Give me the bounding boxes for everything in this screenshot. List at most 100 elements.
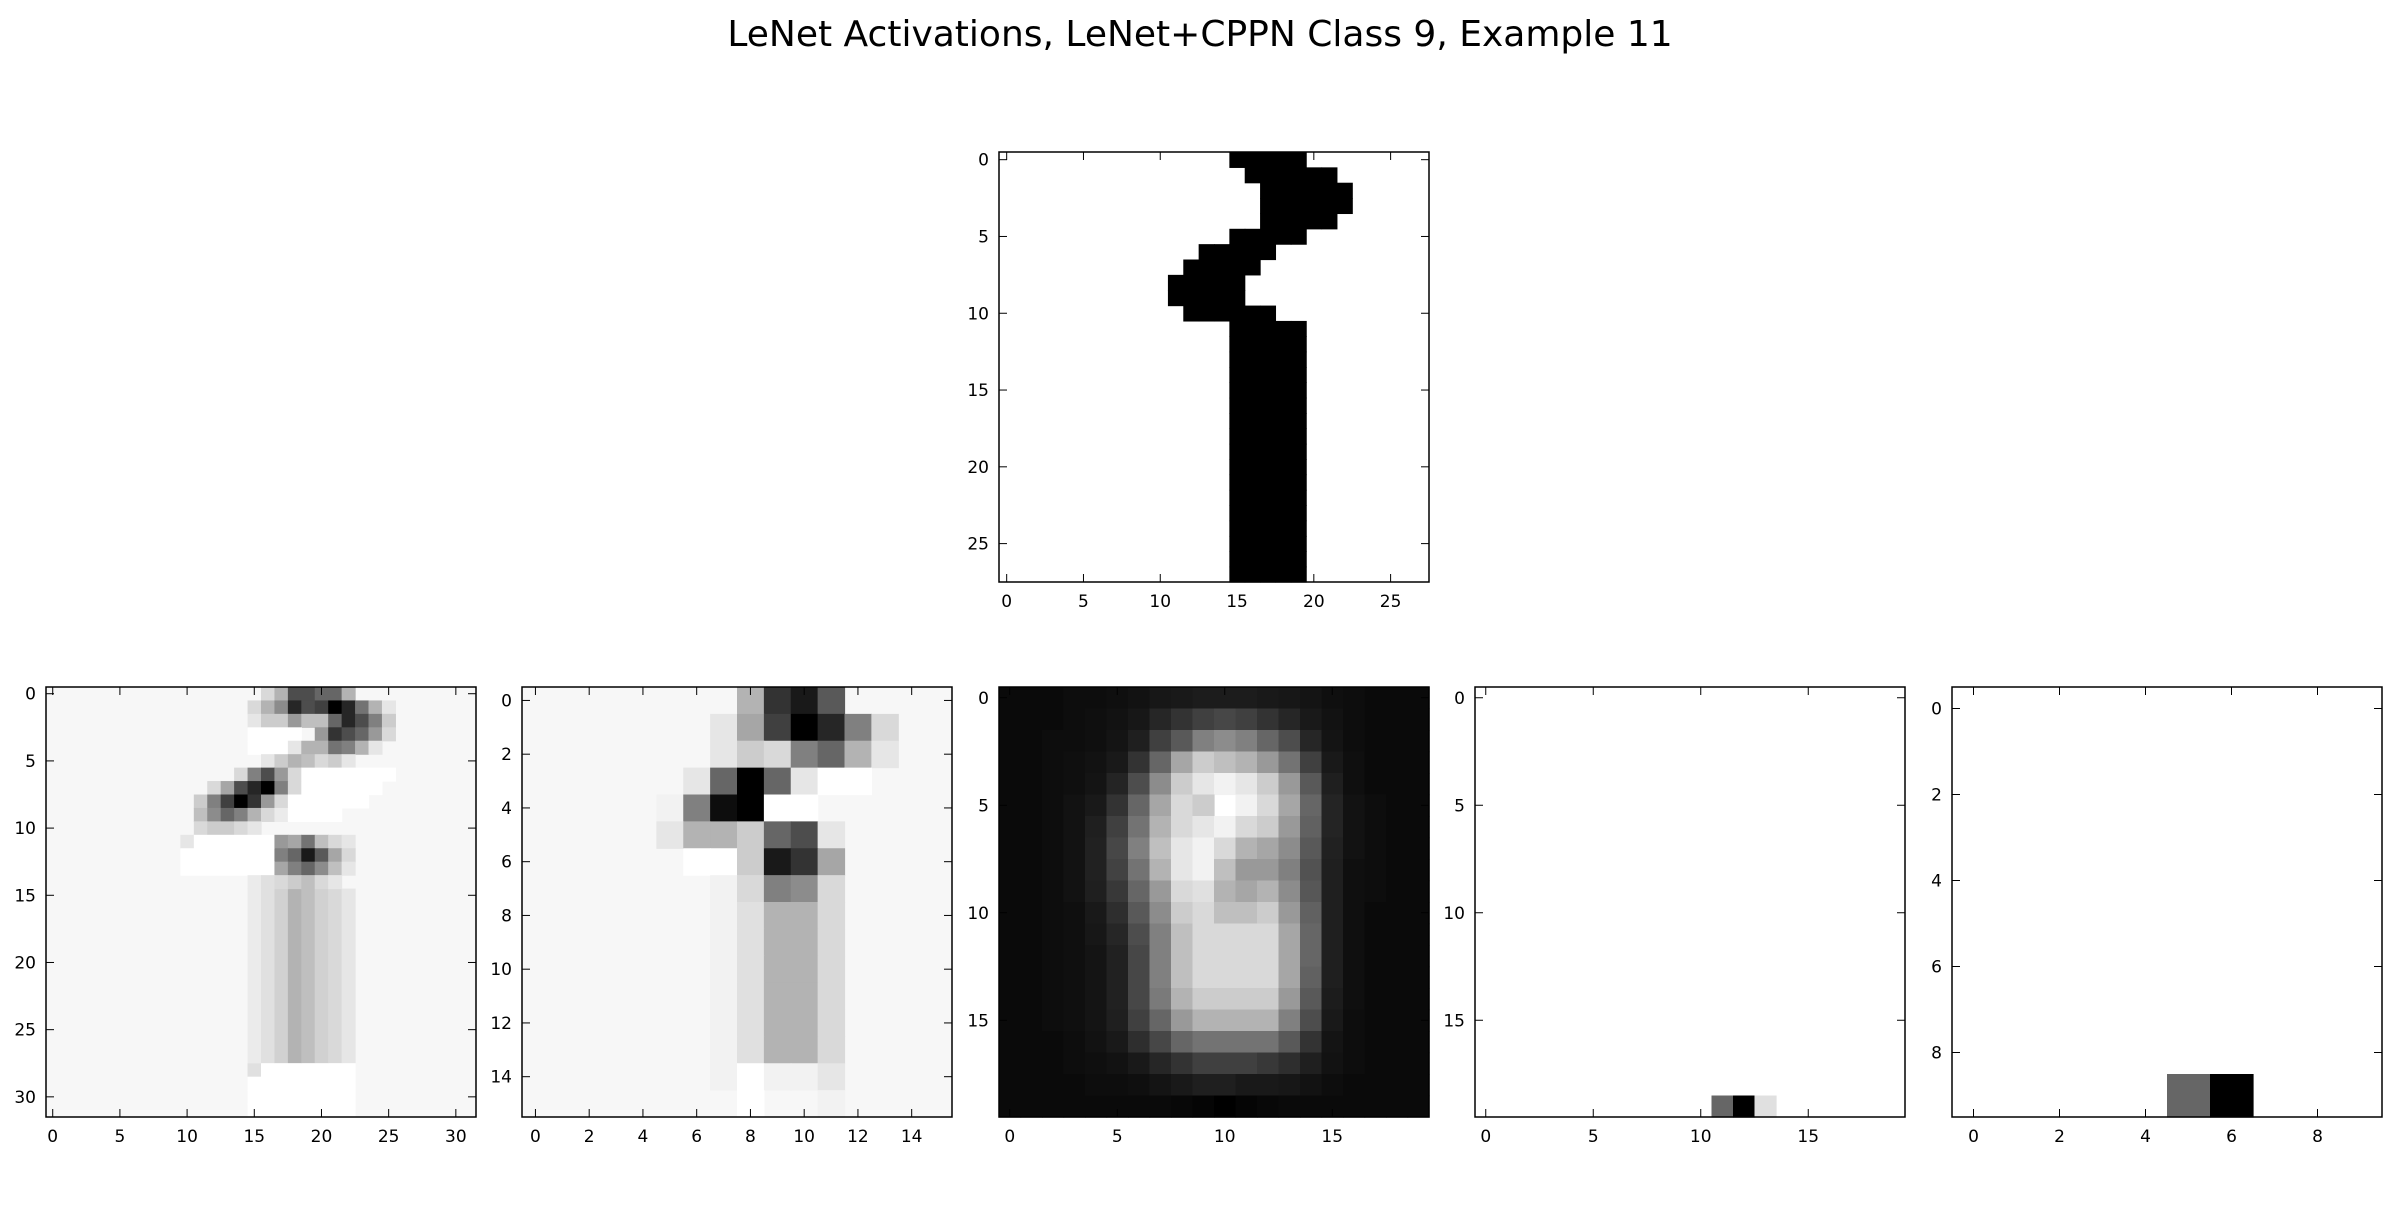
heatmap-cell: [1322, 709, 1344, 731]
heatmap-cell: [1128, 859, 1150, 881]
heatmap-cell: [248, 1077, 356, 1091]
heatmap-cell: [1275, 183, 1291, 199]
heatmap-cell: [234, 821, 248, 835]
heatmap-cell: [1199, 275, 1215, 291]
heatmap-cell: [1236, 881, 1258, 903]
heatmap-cell: [1085, 988, 1107, 1010]
heatmap-cell: [1300, 859, 1322, 881]
heatmap-cell: [1260, 551, 1276, 567]
heatmap-cell: [342, 727, 356, 741]
heatmap-cell: [1236, 795, 1258, 817]
heatmap-cell: [1085, 1074, 1107, 1096]
heatmap-cell: [1365, 816, 1387, 838]
heatmap-cell: [1171, 795, 1193, 817]
heatmap-cell: [999, 838, 1021, 860]
y-tick-label: 6: [1931, 958, 1942, 978]
heatmap-cell: [1343, 945, 1365, 967]
heatmap-cell: [1275, 229, 1291, 245]
heatmap-cell: [1291, 428, 1307, 444]
heatmap-cell: [342, 848, 356, 862]
heatmap-cell: [1171, 859, 1193, 881]
heatmap-cell: [1042, 730, 1064, 752]
heatmap-cell: [261, 875, 275, 889]
heatmap-cell: [1236, 902, 1258, 924]
heatmap-cell: [1150, 924, 1172, 946]
heatmap-cell: [1408, 988, 1430, 1010]
heatmap-cell: [1085, 752, 1107, 774]
heatmap-cell: [1408, 1074, 1430, 1096]
heatmap-cell: [1291, 459, 1307, 475]
heatmap-cell: [1236, 967, 1258, 989]
heatmap-cell: [1042, 1096, 1064, 1118]
heatmap-cell: [274, 754, 288, 768]
heatmap-cell: [1064, 773, 1086, 795]
heatmap-cell: [1279, 988, 1301, 1010]
heatmap-cell: [710, 768, 737, 795]
heatmap-cell: [1386, 730, 1408, 752]
heatmap-cell: [301, 848, 315, 862]
heatmap-cell: [1229, 521, 1245, 537]
heatmap-cell: [248, 714, 262, 728]
heatmap-cell: [1408, 816, 1430, 838]
heatmap-cell: [999, 773, 1021, 795]
heatmap-cell: [1257, 709, 1279, 731]
heatmap-cell: [1343, 687, 1365, 709]
heatmap-cell: [764, 848, 791, 875]
heatmap-cell: [1229, 321, 1245, 337]
x-tick-label: 10: [176, 1127, 198, 1147]
heatmap-cell: [1107, 881, 1129, 903]
heatmap-cell: [1322, 967, 1344, 989]
heatmap-cell: [1128, 902, 1150, 924]
heatmap-cell: [1386, 752, 1408, 774]
heatmap-cell: [1193, 967, 1215, 989]
heatmap-cell: [818, 687, 845, 714]
heatmap-cell: [818, 1063, 845, 1090]
heatmap-cell: [1229, 229, 1245, 245]
heatmap-cell: [999, 752, 1021, 774]
heatmap-cell: [1386, 1010, 1408, 1032]
heatmap-cell: [248, 1063, 262, 1077]
heatmap-cell: [1245, 352, 1261, 368]
heatmap-cell: [1214, 881, 1236, 903]
heatmap-cell: [1229, 306, 1245, 322]
heatmap-cell: [1236, 988, 1258, 1010]
heatmap-cell: [355, 727, 369, 741]
heatmap-cell: [818, 983, 845, 1010]
heatmap-cell: [1291, 183, 1307, 199]
heatmap-cell: [1408, 730, 1430, 752]
heatmap-cell: [1300, 988, 1322, 1010]
heatmap-cell: [1365, 709, 1387, 731]
heatmap-cell: [261, 808, 275, 822]
heatmap-cell: [1300, 773, 1322, 795]
y-tick-label: 2: [1931, 786, 1942, 806]
heatmap-cell: [999, 967, 1021, 989]
heatmap-cell: [1107, 816, 1129, 838]
heatmap-cell: [194, 795, 208, 809]
heatmap-cell: [1408, 945, 1430, 967]
heatmap-cell: [328, 727, 342, 741]
heatmap-cell: [369, 700, 383, 714]
heatmap-cell: [710, 875, 737, 902]
heatmap-cell: [1214, 816, 1236, 838]
heatmap-cell: [301, 781, 382, 795]
heatmap-cell: [1064, 709, 1086, 731]
heatmap-cell: [1171, 902, 1193, 924]
heatmap-cell: [261, 781, 275, 795]
heatmap-cell: [1064, 881, 1086, 903]
heatmap-cell: [355, 714, 369, 728]
heatmap-cell: [1322, 198, 1338, 214]
heatmap-cell: [1291, 152, 1307, 168]
heatmap-cell: [1322, 1031, 1344, 1053]
heatmap-cell: [1229, 352, 1245, 368]
heatmap-cell: [1365, 1010, 1387, 1032]
x-tick-label: 4: [2140, 1127, 2151, 1147]
heatmap-cell: [1042, 902, 1064, 924]
heatmap-cell: [1257, 816, 1279, 838]
heatmap-cell: [1291, 213, 1307, 229]
heatmap-cell: [1229, 244, 1245, 260]
heatmap-cell: [818, 956, 845, 983]
y-tick-label: 10: [14, 819, 36, 839]
heatmap-cell: [1365, 1074, 1387, 1096]
heatmap-cell: [1128, 881, 1150, 903]
x-tick-label: 5: [114, 1127, 125, 1147]
